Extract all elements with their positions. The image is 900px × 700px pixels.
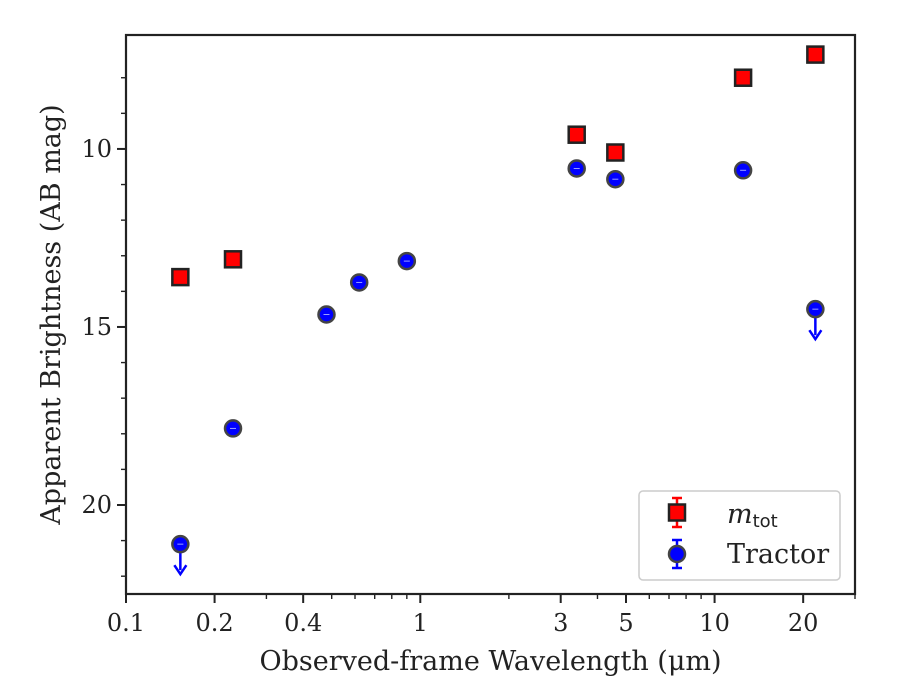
upper-limit-arrow-head xyxy=(173,564,188,577)
x-tick-label: 5 xyxy=(618,609,633,637)
data-point-square xyxy=(806,45,825,64)
plot-frame xyxy=(124,33,857,596)
legend-label-mtot: mtot xyxy=(727,499,778,532)
data-point-square xyxy=(171,267,190,287)
legend-item-tractor: Tractor xyxy=(667,538,829,570)
x-tick-label: 3 xyxy=(553,609,568,637)
data-point-square xyxy=(606,143,625,162)
y-tick-label: 20 xyxy=(81,491,112,519)
data-point-square xyxy=(733,68,753,87)
data-marks xyxy=(171,45,825,577)
series-tractor xyxy=(171,159,825,577)
x-tick-label: 0.2 xyxy=(196,609,234,637)
x-tick-label: 0.4 xyxy=(284,609,322,637)
legend-box xyxy=(638,490,841,581)
series-m-tot xyxy=(171,45,825,287)
legend-label-tractor: Tractor xyxy=(727,539,829,570)
x-axis-label: Observed-frame Wavelength (μm) xyxy=(259,646,721,677)
y-axis-label: Apparent Brightness (AB mag) xyxy=(36,104,67,525)
x-tick-label: 10 xyxy=(699,609,730,637)
data-point-square xyxy=(567,125,586,144)
axis-ticks: 0.1 0.2 0.4 1 3 5 10 20 10 15 20 xyxy=(81,77,856,637)
data-point-square xyxy=(223,250,243,269)
legend-square-marker xyxy=(667,503,687,522)
legend-circle-marker xyxy=(667,544,687,564)
y-tick-label: 15 xyxy=(81,313,112,341)
legend-item-mtot: mtot xyxy=(667,496,778,532)
x-tick-label: 20 xyxy=(788,609,819,637)
y-tick-label: 10 xyxy=(81,135,112,163)
x-tick-label: 1 xyxy=(413,609,428,637)
x-tick-label: 0.1 xyxy=(107,609,145,637)
upper-limit-arrow-head xyxy=(808,329,823,342)
legend: mtot Tractor xyxy=(638,490,841,581)
